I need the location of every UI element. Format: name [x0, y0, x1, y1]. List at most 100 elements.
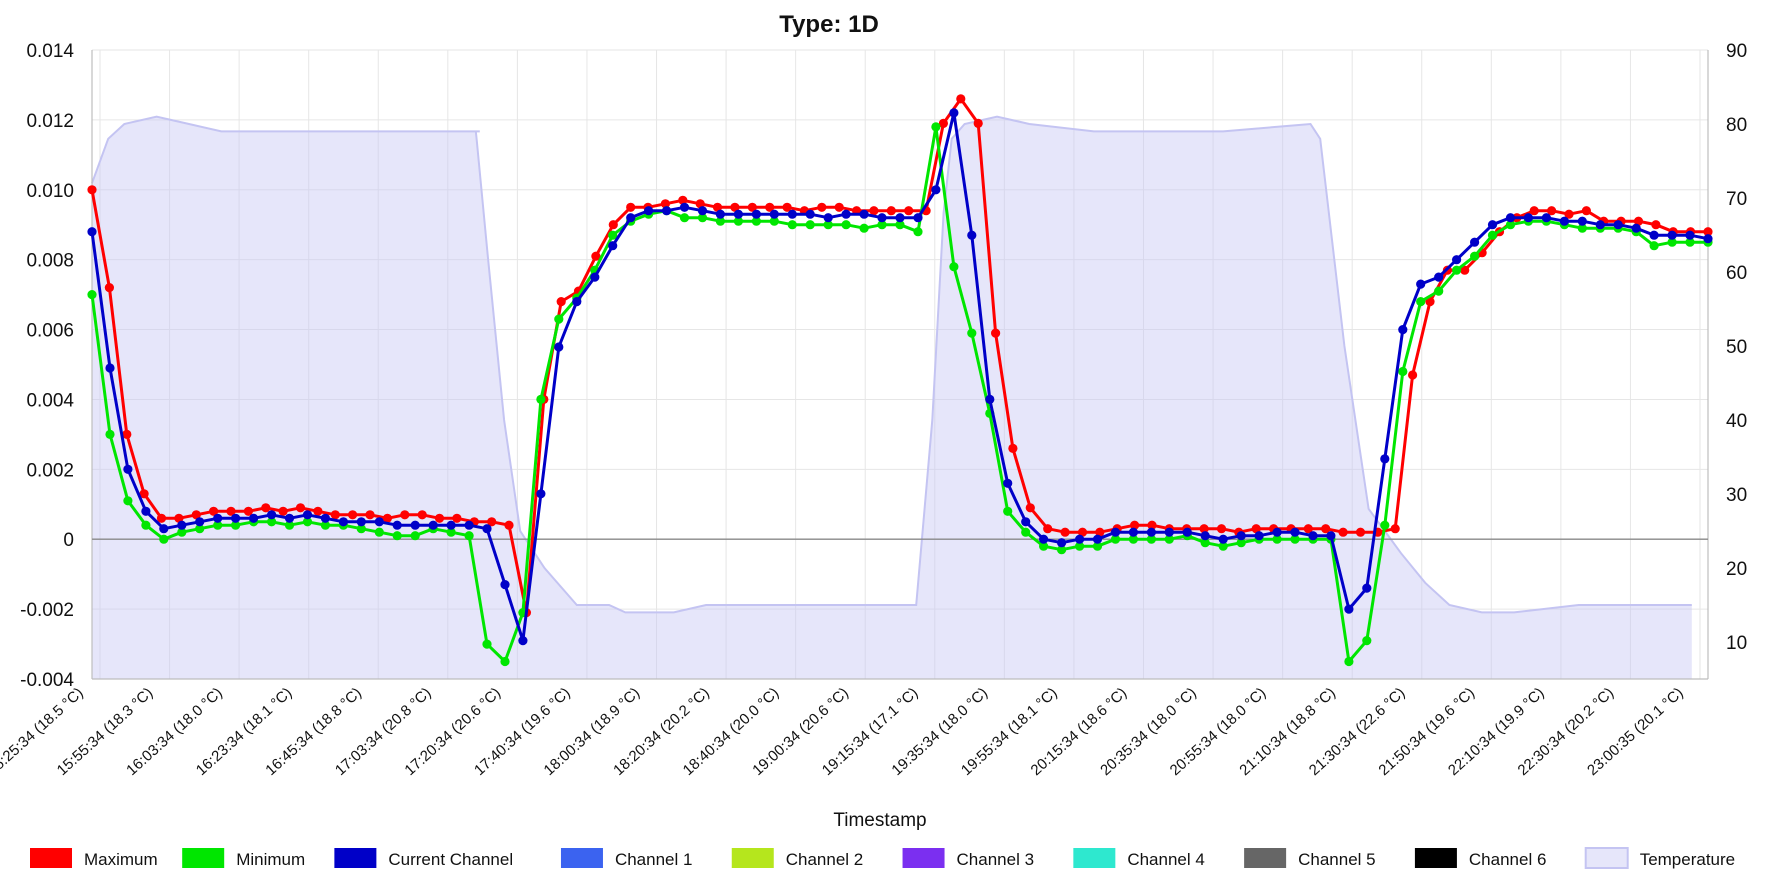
data-point[interactable] [284, 513, 295, 523]
data-point[interactable] [956, 94, 966, 104]
data-point[interactable] [243, 506, 253, 516]
legend-item-minimum[interactable]: Minimum [182, 848, 305, 869]
data-point[interactable] [278, 506, 288, 516]
data-point[interactable] [159, 524, 169, 534]
data-point[interactable] [1649, 230, 1659, 240]
data-point[interactable] [1380, 454, 1390, 464]
data-point[interactable] [1251, 524, 1261, 534]
legend-item-channel-2[interactable]: Channel 2 [731, 848, 864, 869]
data-point[interactable] [1164, 534, 1174, 544]
data-point[interactable] [1470, 237, 1480, 247]
data-point[interactable] [626, 202, 636, 212]
data-point[interactable] [608, 241, 618, 251]
data-point[interactable] [1398, 325, 1408, 335]
data-point[interactable] [823, 213, 833, 223]
data-point[interactable] [1290, 534, 1300, 544]
data-point[interactable] [949, 108, 959, 118]
data-point[interactable] [1595, 220, 1605, 230]
data-point[interactable] [156, 513, 167, 523]
data-point[interactable] [365, 510, 375, 520]
data-point[interactable] [122, 429, 132, 439]
data-point[interactable] [715, 209, 726, 219]
data-point[interactable] [87, 227, 97, 237]
data-point[interactable] [87, 290, 97, 300]
data-point[interactable] [886, 206, 896, 216]
data-point[interactable] [356, 517, 366, 527]
data-point[interactable] [985, 394, 995, 404]
data-point[interactable] [295, 503, 306, 513]
data-point[interactable] [1338, 527, 1348, 537]
data-point[interactable] [895, 220, 905, 230]
data-point[interactable] [267, 517, 277, 527]
data-point[interactable] [1075, 541, 1085, 551]
data-point[interactable] [159, 534, 169, 544]
data-point[interactable] [938, 118, 949, 128]
data-point[interactable] [500, 580, 510, 590]
data-point[interactable] [536, 394, 546, 404]
data-point[interactable] [226, 506, 236, 516]
data-point[interactable] [608, 230, 618, 240]
data-point[interactable] [1308, 531, 1318, 541]
data-point[interactable] [209, 506, 219, 516]
data-point[interactable] [464, 531, 474, 541]
data-point[interactable] [231, 520, 241, 530]
data-point[interactable] [591, 251, 601, 261]
data-point[interactable] [1216, 524, 1227, 534]
data-point[interactable] [1523, 213, 1533, 223]
data-point[interactable] [302, 510, 313, 520]
data-point[interactable] [518, 636, 528, 646]
data-point[interactable] [1487, 220, 1498, 230]
data-point[interactable] [504, 520, 514, 530]
data-point[interactable] [967, 328, 977, 338]
data-point[interactable] [392, 520, 402, 530]
data-point[interactable] [174, 513, 184, 523]
data-point[interactable] [1390, 524, 1400, 534]
data-point[interactable] [967, 230, 977, 240]
data-point[interactable] [1057, 538, 1067, 548]
data-point[interactable] [105, 363, 115, 373]
legend-item-current-channel[interactable]: Current Channel [334, 848, 513, 869]
data-point[interactable] [1452, 265, 1462, 275]
data-point[interactable] [1326, 531, 1336, 541]
data-point[interactable] [554, 314, 564, 324]
data-point[interactable] [733, 216, 744, 226]
data-point[interactable] [1487, 230, 1498, 240]
data-point[interactable] [177, 527, 187, 537]
data-point[interactable] [1164, 527, 1174, 537]
data-point[interactable] [1344, 656, 1354, 667]
data-point[interactable] [679, 202, 690, 212]
data-point[interactable] [1355, 527, 1366, 537]
data-point[interactable] [356, 524, 366, 534]
data-point[interactable] [1182, 527, 1192, 537]
data-point[interactable] [267, 510, 277, 520]
data-point[interactable] [104, 283, 114, 293]
data-point[interactable] [1434, 286, 1444, 296]
data-point[interactable] [1685, 237, 1695, 247]
data-point[interactable] [87, 185, 97, 195]
data-point[interactable] [1272, 534, 1282, 544]
data-point[interactable] [1254, 531, 1264, 541]
data-point[interactable] [213, 513, 223, 523]
data-point[interactable] [536, 489, 546, 499]
data-point[interactable] [348, 510, 358, 520]
data-point[interactable] [556, 297, 566, 307]
data-point[interactable] [1564, 209, 1574, 219]
data-point[interactable] [1547, 206, 1557, 216]
data-point[interactable] [913, 213, 923, 223]
data-point[interactable] [895, 213, 905, 223]
data-point[interactable] [678, 195, 688, 205]
data-point[interactable] [410, 531, 420, 541]
legend-item-temperature[interactable]: Temperature [1584, 847, 1735, 869]
data-point[interactable] [805, 220, 815, 230]
legend-item-channel-3[interactable]: Channel 3 [902, 848, 1035, 869]
data-point[interactable] [1505, 213, 1516, 223]
data-point[interactable] [1130, 520, 1140, 530]
data-point[interactable] [320, 513, 330, 523]
data-point[interactable] [697, 206, 708, 216]
data-point[interactable] [877, 213, 887, 223]
data-point[interactable] [105, 429, 115, 439]
data-point[interactable] [434, 513, 445, 523]
data-point[interactable] [1344, 604, 1354, 614]
data-point[interactable] [1199, 524, 1209, 534]
data-point[interactable] [261, 503, 271, 513]
